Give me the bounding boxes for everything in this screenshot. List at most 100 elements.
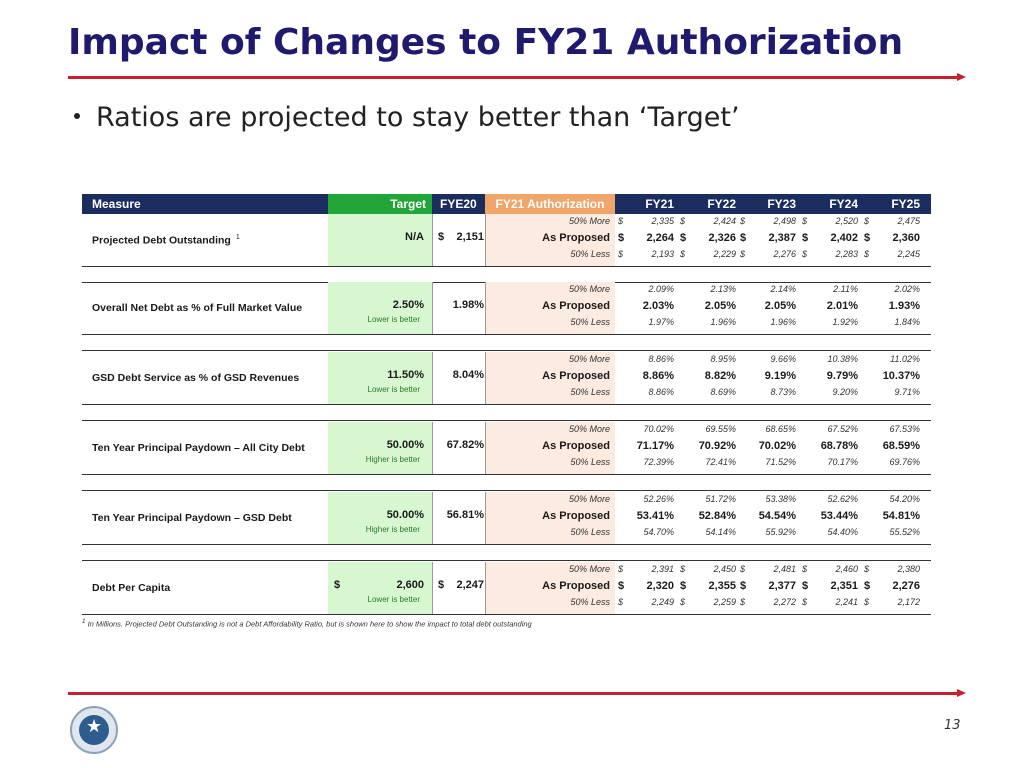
projection-value: 51.72% xyxy=(705,494,736,504)
dollar-sign: $ xyxy=(864,232,871,244)
target-note: Higher is better xyxy=(365,525,420,534)
scenario-label: As Proposed xyxy=(542,440,610,452)
projection-value: 69.55% xyxy=(705,424,736,434)
header-year: FY21 xyxy=(645,197,674,211)
bullet-text: Ratios are projected to stay better than… xyxy=(96,102,740,133)
target-note: Lower is better xyxy=(367,595,420,604)
dollar-sign: $ xyxy=(802,232,809,244)
column-divider xyxy=(432,492,433,544)
projection-value: 71.17% xyxy=(636,440,674,452)
target-note: Lower is better xyxy=(367,385,420,394)
header-year: FY22 xyxy=(707,197,736,211)
projection-value: 8.86% xyxy=(648,354,674,364)
dollar-sign: $ xyxy=(864,564,870,574)
row-separator xyxy=(82,474,931,475)
scenario-label: 50% Less xyxy=(570,457,610,467)
projection-value: 2,402 xyxy=(830,232,858,244)
column-divider xyxy=(432,422,433,474)
table-footnote: 1 In Millions. Projected Debt Outstandin… xyxy=(82,618,532,629)
scenario-label: As Proposed xyxy=(542,300,610,312)
projection-value: 1.96% xyxy=(710,317,736,327)
target-value: 2.50% xyxy=(392,299,424,311)
row-separator xyxy=(82,544,931,545)
projection-value: 2,249 xyxy=(651,597,674,607)
projection-value: 54.20% xyxy=(889,494,920,504)
projection-value: 8.86% xyxy=(642,370,674,382)
dollar-sign: $ xyxy=(802,580,809,592)
projection-value: 2,241 xyxy=(835,597,858,607)
footnote-marker: 1 xyxy=(82,618,86,625)
target-dollar-sign: $ xyxy=(334,579,341,591)
scenario-label: 50% More xyxy=(568,564,610,574)
dollar-sign: $ xyxy=(864,580,871,592)
projection-value: 54.70% xyxy=(643,527,674,537)
header-measure: Measure xyxy=(92,197,141,211)
projection-value: 67.53% xyxy=(889,424,920,434)
dollar-sign: $ xyxy=(680,216,686,226)
dollar-sign: $ xyxy=(618,564,624,574)
target-column-bg xyxy=(328,422,432,474)
dollar-sign: $ xyxy=(802,249,808,259)
authorization-column-bg xyxy=(485,214,615,266)
projection-value: 53.44% xyxy=(820,510,858,522)
projection-value: 8.86% xyxy=(648,387,674,397)
dollar-sign: $ xyxy=(680,580,687,592)
projection-value: 2,272 xyxy=(773,597,796,607)
scenario-label: 50% More xyxy=(568,494,610,504)
fye20-value: 1.98% xyxy=(452,299,484,311)
projection-value: 2,276 xyxy=(773,249,796,259)
projection-value: 70.92% xyxy=(698,440,736,452)
projection-value: 71.52% xyxy=(765,457,796,467)
table-header-row: Measure Target FYE20 FY21 Authorization … xyxy=(82,194,931,214)
projection-value: 52.62% xyxy=(827,494,858,504)
projection-value: 2.13% xyxy=(710,284,736,294)
debt-affordability-table: Measure Target FYE20 FY21 Authorization … xyxy=(82,194,931,629)
header-year: FY23 xyxy=(767,197,796,211)
measure-label-text: Ten Year Principal Paydown – GSD Debt xyxy=(92,512,292,524)
column-divider xyxy=(432,352,433,404)
fye20-value: 2,247 xyxy=(456,579,484,591)
city-seal-icon: ★ xyxy=(70,706,118,754)
footer-rule xyxy=(68,689,966,697)
column-divider xyxy=(432,214,433,266)
projection-value: 54.54% xyxy=(758,510,796,522)
projection-value: 2.05% xyxy=(764,300,796,312)
measure-label: Debt Per Capita xyxy=(92,582,170,594)
projection-value: 2.01% xyxy=(826,300,858,312)
target-note: Higher is better xyxy=(365,455,420,464)
projection-value: 2,377 xyxy=(768,580,796,592)
measure-label-text: Overall Net Debt as % of Full Market Val… xyxy=(92,302,303,314)
dollar-sign: $ xyxy=(680,597,686,607)
projection-value: 68.59% xyxy=(882,440,920,452)
projection-value: 2,259 xyxy=(713,597,736,607)
dollar-sign: $ xyxy=(740,597,746,607)
projection-value: 2,172 xyxy=(897,597,920,607)
projection-value: 8.82% xyxy=(704,370,736,382)
bullet-point: Ratios are projected to stay better than… xyxy=(74,102,740,133)
projection-value: 2,481 xyxy=(773,564,796,574)
projection-value: 1.92% xyxy=(832,317,858,327)
projection-value: 9.71% xyxy=(894,387,920,397)
projection-value: 53.38% xyxy=(765,494,796,504)
projection-value: 2.09% xyxy=(648,284,674,294)
column-divider xyxy=(485,214,486,266)
projection-value: 70.02% xyxy=(643,424,674,434)
projection-value: 2.03% xyxy=(642,300,674,312)
footnote-text: In Millions. Projected Debt Outstanding … xyxy=(87,619,532,629)
target-column-bg xyxy=(328,562,432,614)
projection-value: 1.84% xyxy=(894,317,920,327)
measure-label-text: Ten Year Principal Paydown – All City De… xyxy=(92,442,305,454)
target-column-bg xyxy=(328,352,432,404)
scenario-label: 50% Less xyxy=(570,387,610,397)
target-value: 2,600 xyxy=(396,579,424,591)
fye20-dollar-sign: $ xyxy=(438,579,445,591)
measure-label: Overall Net Debt as % of Full Market Val… xyxy=(92,302,302,314)
row-separator xyxy=(82,404,931,405)
projection-value: 72.39% xyxy=(643,457,674,467)
authorization-column-bg xyxy=(485,492,615,544)
fye20-value: 8.04% xyxy=(452,369,484,381)
projection-value: 69.76% xyxy=(889,457,920,467)
dollar-sign: $ xyxy=(618,216,624,226)
projection-value: 9.79% xyxy=(826,370,858,382)
row-separator xyxy=(82,420,931,421)
